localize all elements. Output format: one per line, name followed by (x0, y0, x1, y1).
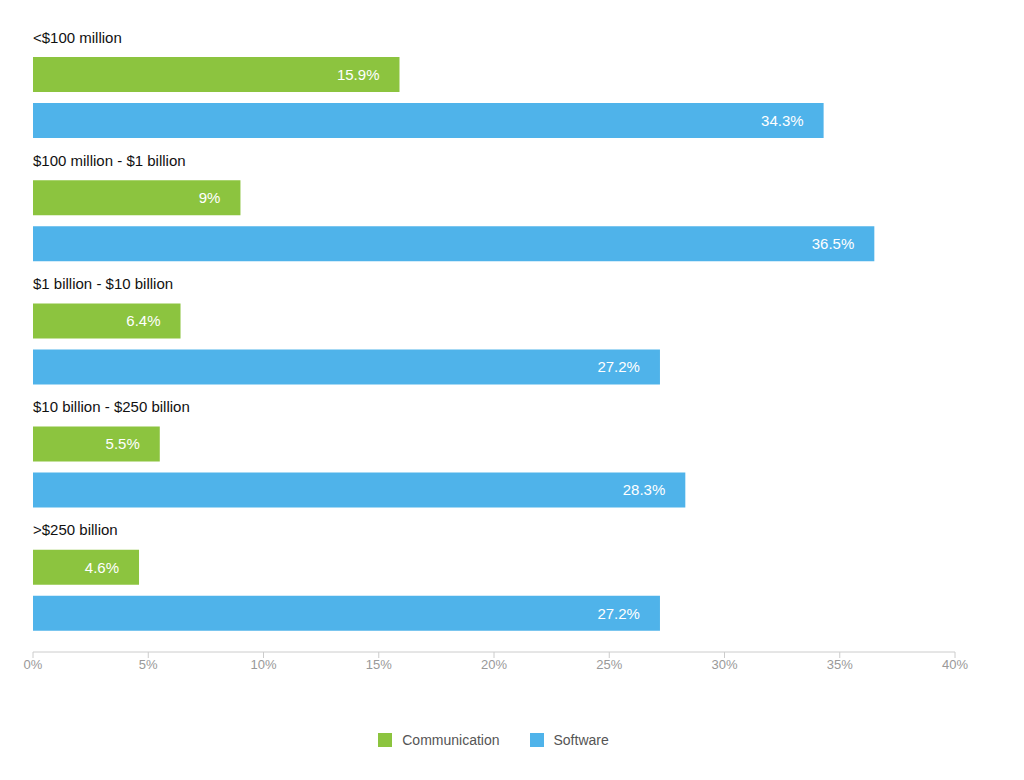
svg-text:36.5%: 36.5% (812, 235, 855, 252)
svg-text:$1 billion - $10 billion: $1 billion - $10 billion (33, 275, 173, 292)
svg-text:20%: 20% (481, 657, 507, 672)
svg-text:25%: 25% (596, 657, 622, 672)
svg-text:15%: 15% (366, 657, 392, 672)
svg-text:$10 billion - $250 billion: $10 billion - $250 billion (33, 398, 190, 415)
svg-text:6.4%: 6.4% (126, 312, 160, 329)
svg-text:0%: 0% (24, 657, 43, 672)
svg-text:4.6%: 4.6% (85, 559, 119, 576)
svg-text:30%: 30% (711, 657, 737, 672)
svg-text:34.3%: 34.3% (761, 112, 804, 129)
svg-text:5.5%: 5.5% (106, 435, 140, 452)
svg-text:35%: 35% (827, 657, 853, 672)
svg-text:9%: 9% (199, 189, 221, 206)
svg-text:$100 million - $1 billion: $100 million - $1 billion (33, 152, 186, 169)
svg-text:40%: 40% (942, 657, 968, 672)
html-text:Communication: Communication (402, 732, 500, 748)
svg-text:27.2%: 27.2% (597, 358, 640, 375)
svg-text:28.3%: 28.3% (623, 481, 666, 498)
svg-text:10%: 10% (250, 657, 276, 672)
html-text:Software: Software (553, 732, 609, 748)
svg-text:27.2%: 27.2% (597, 605, 640, 622)
svg-text:<$100 million: <$100 million (33, 29, 122, 46)
svg-text:>$250 billion: >$250 billion (33, 521, 118, 538)
svg-text:15.9%: 15.9% (337, 66, 380, 83)
svg-text:5%: 5% (139, 657, 158, 672)
